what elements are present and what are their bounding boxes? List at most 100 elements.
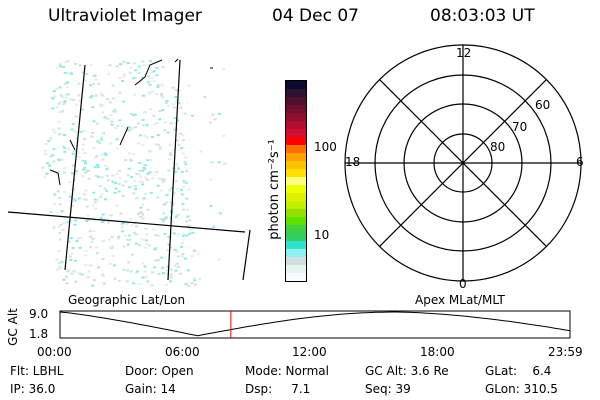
emission-pixel: [113, 277, 117, 280]
colorbar-segment: [286, 145, 306, 153]
emission-pixel: [108, 101, 112, 104]
emission-pixel: [187, 224, 191, 227]
emission-pixel: [146, 208, 150, 211]
emission-pixel: [82, 130, 86, 133]
emission-pixel: [81, 175, 85, 178]
emission-pixel: [81, 159, 85, 162]
emission-pixel: [93, 198, 97, 201]
emission-pixel: [162, 178, 166, 181]
emission-pixel: [181, 234, 185, 237]
emission-pixel: [156, 258, 160, 261]
emission-pixel: [57, 250, 61, 253]
emission-pixel: [57, 225, 61, 228]
emission-pixel: [65, 81, 69, 84]
emission-pixel: [126, 243, 130, 246]
emission-pixel: [180, 147, 184, 150]
xtick-2: 12:00: [292, 345, 327, 359]
colorbar-segment: [286, 129, 306, 137]
emission-pixel: [177, 143, 181, 146]
emission-pixel: [93, 201, 97, 204]
emission-pixel: [183, 257, 187, 260]
emission-pixel: [111, 97, 115, 100]
colorbar-segment: [286, 113, 306, 121]
emission-pixel: [174, 96, 178, 99]
emission-pixel: [127, 234, 131, 237]
emission-pixel: [127, 261, 131, 264]
emission-pixel: [128, 71, 132, 74]
emission-pixel: [100, 240, 104, 243]
emission-pixel: [176, 119, 180, 122]
emission-pixel: [142, 94, 146, 97]
emission-pixel: [150, 271, 154, 274]
emission-pixel: [144, 176, 148, 179]
emission-pixel: [96, 266, 100, 269]
emission-pixel: [83, 151, 87, 154]
emission-pixel: [74, 172, 78, 175]
emission-pixel: [168, 152, 172, 155]
ymax-label: 9.0: [29, 307, 49, 321]
emission-pixel: [170, 273, 174, 276]
emission-pixel: [165, 193, 169, 196]
emission-pixel: [132, 231, 136, 234]
emission-pixel: [167, 158, 171, 161]
emission-pixel: [49, 210, 53, 213]
colorbar-segment: [286, 249, 306, 257]
emission-pixel: [175, 250, 179, 253]
emission-pixel: [139, 216, 143, 219]
emission-pixel: [111, 174, 115, 177]
emission-pixel: [55, 66, 59, 69]
emission-pixel: [152, 80, 156, 83]
emission-pixel: [182, 180, 186, 183]
colorbar-segment: [286, 169, 306, 177]
emission-pixel: [69, 237, 73, 240]
emission-pixel: [63, 150, 67, 153]
emission-pixel: [46, 162, 50, 165]
emission-pixel: [131, 282, 135, 285]
emission-pixel: [138, 134, 142, 137]
info-mode: Mode: Normal: [245, 364, 329, 378]
emission-pixel: [146, 81, 150, 84]
emission-pixel: [96, 252, 100, 255]
emission-pixel: [94, 78, 98, 81]
lat-80: 80: [490, 140, 506, 154]
emission-pixel: [59, 65, 63, 68]
emission-pixel: [115, 204, 119, 207]
emission-pixel: [84, 264, 88, 267]
emission-pixel: [110, 120, 114, 123]
emission-pixel: [125, 280, 129, 283]
emission-pixel: [58, 267, 62, 270]
emission-pixel: [210, 113, 214, 116]
emission-pixel: [113, 110, 117, 113]
emission-pixel: [65, 282, 69, 285]
emission-pixel: [134, 126, 138, 129]
emission-pixel: [175, 139, 179, 142]
emission-pixel: [74, 115, 78, 118]
emission-pixel: [52, 148, 56, 151]
emission-pixel: [82, 193, 86, 196]
emission-pixel: [60, 210, 64, 213]
emission-pixel: [104, 153, 108, 156]
instrument-title: Ultraviolet Imager: [48, 6, 202, 26]
emission-pixel: [127, 126, 131, 129]
emission-pixel: [143, 192, 147, 195]
colorbar-segment: [286, 201, 306, 209]
emission-pixel: [47, 140, 51, 143]
emission-pixel: [70, 252, 74, 255]
altitude-curve: [59, 311, 571, 337]
emission-pixel: [172, 192, 176, 195]
emission-pixel: [113, 127, 117, 130]
emission-pixel: [185, 208, 189, 211]
emission-pixel: [58, 100, 62, 103]
emission-pixel: [141, 276, 145, 279]
emission-pixel: [73, 178, 77, 181]
emission-pixel: [82, 168, 86, 171]
emission-pixel: [182, 181, 186, 184]
emission-pixel: [123, 234, 127, 237]
emission-pixel: [110, 236, 114, 239]
date-label: 04 Dec 07: [272, 6, 359, 26]
emission-pixel: [121, 184, 125, 187]
emission-pixel: [146, 280, 150, 283]
colorbar-segment: [286, 137, 306, 145]
emission-pixel: [76, 151, 80, 154]
emission-pixel: [163, 128, 167, 131]
